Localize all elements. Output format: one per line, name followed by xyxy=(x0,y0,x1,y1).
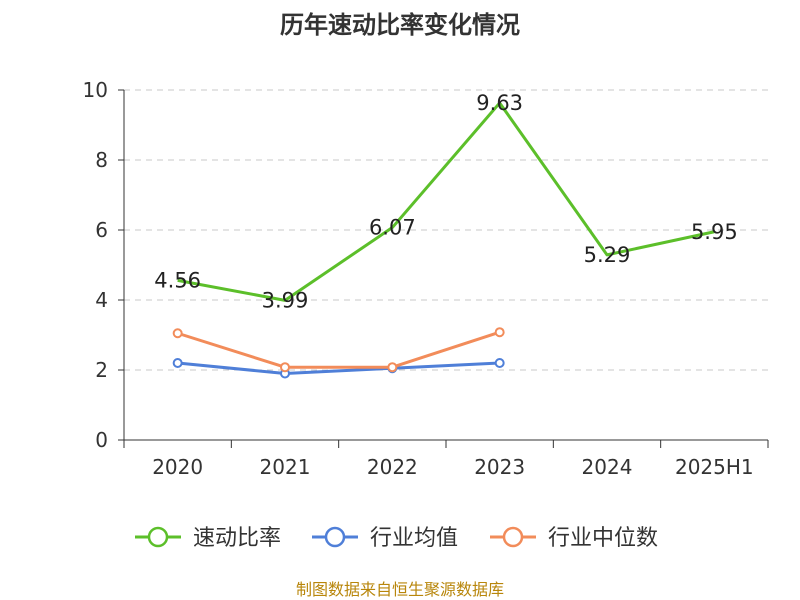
series-line xyxy=(177,361,500,375)
x-tick-label: 2022 xyxy=(367,455,418,479)
legend-item: 速动比率 xyxy=(135,526,281,551)
x-tick-label: 2024 xyxy=(582,455,633,479)
data-point xyxy=(494,327,505,338)
data-label: 6.07 xyxy=(369,216,416,240)
series-layer xyxy=(172,101,715,379)
y-tick-label: 8 xyxy=(95,148,108,172)
series-line xyxy=(177,101,715,302)
y-tick-label: 0 xyxy=(95,428,108,452)
data-labels: 4.56 3.99 6.07 9.63 5.29 5.95 xyxy=(154,91,737,312)
data-label: 9.63 xyxy=(476,91,523,115)
y-tick-label: 10 xyxy=(83,78,108,102)
data-point xyxy=(280,362,290,373)
series-line xyxy=(177,330,501,369)
data-point xyxy=(172,328,183,339)
legend-item: 行业均值 xyxy=(312,526,458,551)
legend-marker xyxy=(147,526,169,548)
legend-item: 行业中位数 xyxy=(490,526,658,551)
legend-label: 速动比率 xyxy=(193,526,281,551)
x-tick-label: 2021 xyxy=(260,455,311,479)
legend-label: 行业均值 xyxy=(370,526,458,551)
y-tick-label: 2 xyxy=(95,358,108,382)
legend: 速动比率 行业均值 行业中位数 xyxy=(135,526,658,551)
legend-label: 行业中位数 xyxy=(548,526,658,551)
data-point xyxy=(387,362,398,373)
data-label: 3.99 xyxy=(262,288,309,312)
x-tick-label: 2025H1 xyxy=(675,455,754,479)
legend-marker xyxy=(324,526,346,548)
x-tick-label: 2023 xyxy=(474,455,525,479)
data-label: 5.29 xyxy=(584,243,631,267)
source-note: 制图数据来自恒生聚源数据库 xyxy=(296,580,504,599)
grid-lines xyxy=(124,89,768,371)
y-tick-label: 6 xyxy=(95,218,108,242)
x-tick-label: 2020 xyxy=(152,455,203,479)
data-label: 5.95 xyxy=(691,220,738,244)
data-label: 4.56 xyxy=(154,268,201,292)
axes: 0 2 4 6 8 10 2020 2021 2022 2023 2024 2025H1 xyxy=(83,78,769,479)
chart-title: 历年速动比率变化情况 xyxy=(280,11,520,39)
data-point xyxy=(494,358,505,368)
legend-marker xyxy=(502,526,524,548)
y-tick-label: 4 xyxy=(95,288,108,312)
data-point xyxy=(172,358,183,368)
